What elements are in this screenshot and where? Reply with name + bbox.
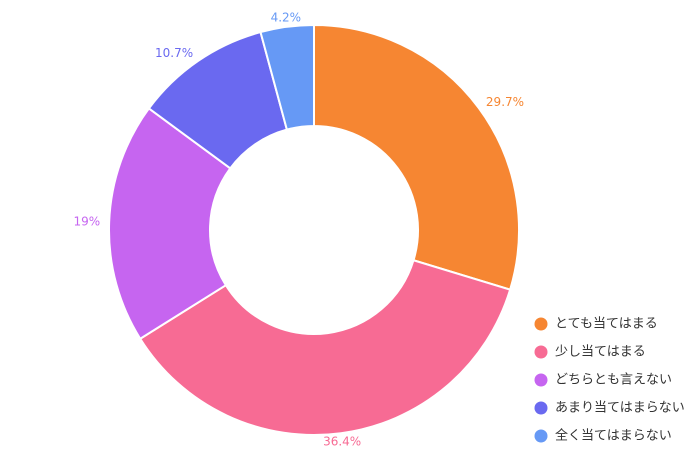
data-label-3: 10.7%: [155, 46, 193, 60]
legend-marker-2: [534, 373, 548, 387]
legend-marker-0: [534, 317, 548, 331]
legend-label-1: 少し当てはまる: [555, 345, 646, 360]
legend-label-2: どちらとも言えない: [555, 373, 672, 388]
donut-slice-4: [259, 23, 315, 131]
legend-label-0: とても当てはまる: [555, 317, 658, 332]
data-label-0: 29.7%: [486, 95, 524, 109]
legend-label-4: 全く当てはまらない: [555, 428, 672, 444]
data-label-4: 4.2%: [271, 10, 302, 24]
legend-marker-3: [534, 401, 548, 415]
data-label-2: 19%: [73, 214, 100, 228]
donut-slices: [108, 23, 520, 436]
legend-label-3: あまり当てはまらない: [555, 401, 685, 416]
legend-marker-4: [534, 429, 548, 443]
legend: とても当てはまる少し当てはまるどちらとも言えないあまり当てはまらない全く当てはま…: [534, 317, 685, 444]
donut-slice-1: [138, 259, 512, 436]
legend-marker-1: [534, 345, 548, 359]
data-label-1: 36.4%: [323, 435, 361, 449]
donut-slice-2: [108, 107, 232, 341]
data-labels: 29.7% 36.4% 19% 10.7% 4.2%: [73, 10, 524, 448]
donut-slice-0: [313, 23, 520, 291]
